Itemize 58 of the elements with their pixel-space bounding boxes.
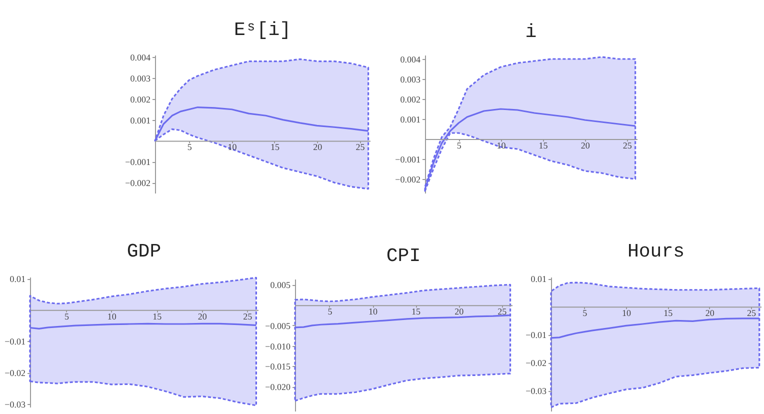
y-tick-label: 0.001: [130, 115, 150, 126]
chart-title: Hours: [627, 240, 685, 263]
y-tick-label: −0.015: [265, 362, 291, 372]
x-tick-label: 15: [412, 306, 422, 317]
y-tick-label: −0.01: [4, 336, 26, 347]
y-tick-label: 0.003: [130, 74, 151, 84]
x-tick-label: 20: [705, 308, 715, 318]
y-tick-label: 0.002: [130, 94, 150, 104]
y-tick-label: 0.005: [270, 280, 291, 290]
x-tick-label: 20: [454, 306, 464, 317]
line-series: [294, 314, 512, 328]
y-tick-label: −0.005: [265, 320, 291, 331]
y-tick-label: −0.002: [125, 178, 150, 188]
y-tick-label: −0.020: [265, 382, 291, 392]
x-tick-label: 5: [64, 311, 70, 322]
y-tick-label: 0.004: [400, 54, 421, 64]
y-tick-label: 0.003: [400, 74, 421, 84]
x-tick-label: 25: [243, 311, 253, 322]
x-tick-label: 15: [152, 311, 162, 322]
line-series: [550, 318, 760, 339]
line-series: [154, 106, 370, 142]
line-series: [424, 108, 636, 190]
y-tick-label: −0.010: [265, 341, 291, 352]
x-tick-label: 15: [664, 308, 674, 318]
x-tick-label: 10: [368, 306, 378, 317]
chart-title: i: [525, 21, 537, 43]
x-tick-label: 25: [356, 142, 366, 152]
y-tick-label: −0.03: [526, 386, 547, 396]
x-tick-label: 15: [538, 140, 548, 150]
chart-title: GDP: [126, 240, 162, 263]
x-tick-label: 5: [582, 308, 588, 318]
x-tick-label: 20: [313, 142, 323, 152]
y-tick-label: −0.001: [395, 154, 420, 164]
y-tick-label: 0.004: [130, 52, 151, 63]
y-tick-label: 0.002: [400, 94, 420, 104]
y-tick-label: −0.02: [526, 358, 546, 368]
y-tick-label: −0.002: [395, 174, 420, 184]
x-tick-label: 25: [747, 308, 756, 318]
y-tick-label: 0.01: [10, 274, 26, 284]
x-tick-label: 5: [187, 142, 192, 152]
x-tick-label: 5: [328, 306, 333, 317]
y-tick-label: −0.001: [125, 157, 150, 168]
x-tick-label: 20: [580, 140, 590, 150]
x-tick-label: 10: [496, 140, 506, 150]
y-tick-label: −0.03: [4, 399, 26, 410]
y-tick-label: 0.01: [530, 274, 546, 284]
x-tick-label: 10: [107, 311, 117, 322]
y-tick-label: 0.001: [400, 114, 420, 124]
x-tick-label: 5: [456, 140, 462, 150]
chart-title: Eˢ[i]: [234, 19, 292, 42]
y-tick-label: −0.01: [526, 330, 546, 340]
x-tick-label: 25: [498, 306, 508, 317]
x-tick-label: 15: [270, 142, 280, 152]
x-tick-label: 20: [198, 311, 208, 322]
x-tick-label: 10: [622, 308, 632, 318]
chart-title: CPI: [386, 245, 421, 267]
x-tick-label: 25: [622, 140, 632, 150]
y-tick-label: −0.02: [4, 368, 26, 378]
